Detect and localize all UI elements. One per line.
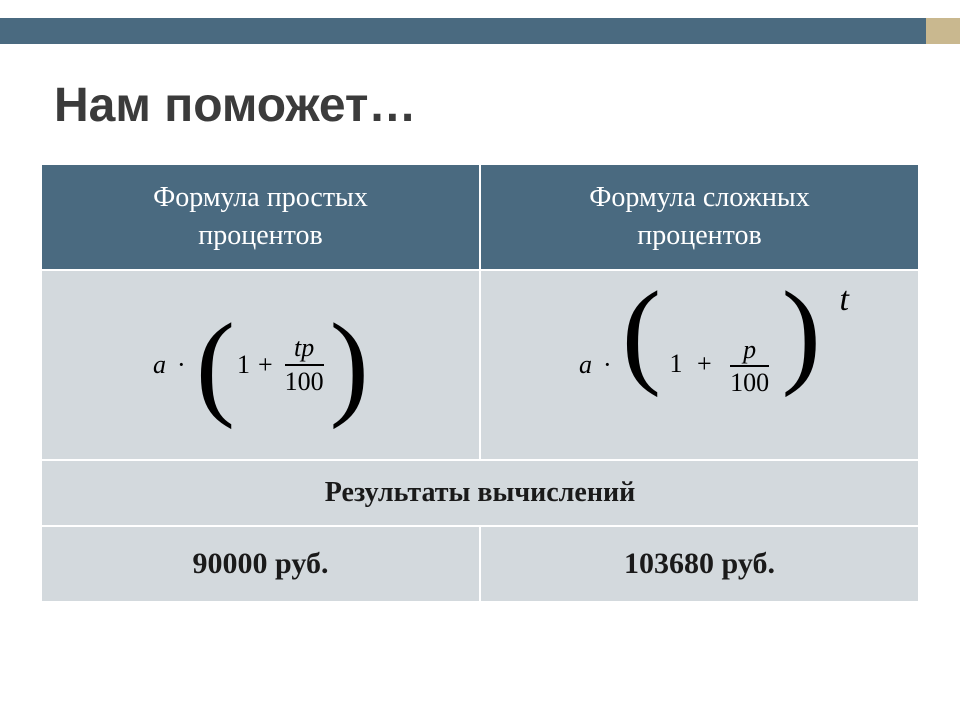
col-header-simple-line1: Формула простых <box>153 182 368 213</box>
results-header-row: Результаты вычислений <box>41 460 919 526</box>
frac-num: tp <box>291 334 317 363</box>
sym-dot: · <box>169 350 194 380</box>
result-compound: 103680 руб. <box>480 526 919 602</box>
decor-bar-accent <box>926 18 960 44</box>
sym-one: 1 <box>237 350 250 380</box>
interest-table: Формула простых процентов Формула сложны… <box>40 163 920 603</box>
frac-den: 100 <box>285 364 324 395</box>
result-simple: 90000 руб. <box>41 526 480 602</box>
top-decoration <box>0 18 960 44</box>
slide: Нам поможет… Формула простых процентов Ф… <box>0 0 960 720</box>
col-header-simple: Формула простых процентов <box>41 164 480 270</box>
results-row: 90000 руб. 103680 руб. <box>41 526 919 602</box>
rparen-icon: ) <box>780 267 823 398</box>
col-header-compound: Формула сложных процентов <box>480 164 919 270</box>
fraction-compound: p 100 <box>726 336 773 397</box>
exponent: t <box>840 281 849 319</box>
decor-bar-main <box>0 18 926 44</box>
fraction-simple: tp 100 <box>281 334 328 395</box>
formula-row: a · ( 1 + tp 100 ) a · <box>41 270 919 460</box>
lparen-icon: ( <box>620 267 663 398</box>
sym-plus: + <box>250 350 281 380</box>
sym-a: a <box>150 350 169 380</box>
sym-plus: + <box>689 349 720 378</box>
col-header-compound-line1: Формула сложных <box>589 182 809 213</box>
paren-group: ( 1 + p 100 ) t <box>620 333 823 396</box>
formula-simple: a · ( 1 + tp 100 ) <box>41 270 480 460</box>
results-header: Результаты вычислений <box>41 460 919 526</box>
frac-den: 100 <box>730 365 769 396</box>
col-header-simple-line2: процентов <box>198 220 322 251</box>
frac-num: p <box>740 336 759 365</box>
sym-a: a <box>576 350 595 380</box>
sym-dot: · <box>595 350 620 380</box>
formula-compound: a · ( 1 + p 100 ) t <box>480 270 919 460</box>
page-title: Нам поможет… <box>0 78 960 133</box>
table-header-row: Формула простых процентов Формула сложны… <box>41 164 919 270</box>
col-header-compound-line2: процентов <box>637 220 761 251</box>
sym-one: 1 <box>670 349 683 378</box>
